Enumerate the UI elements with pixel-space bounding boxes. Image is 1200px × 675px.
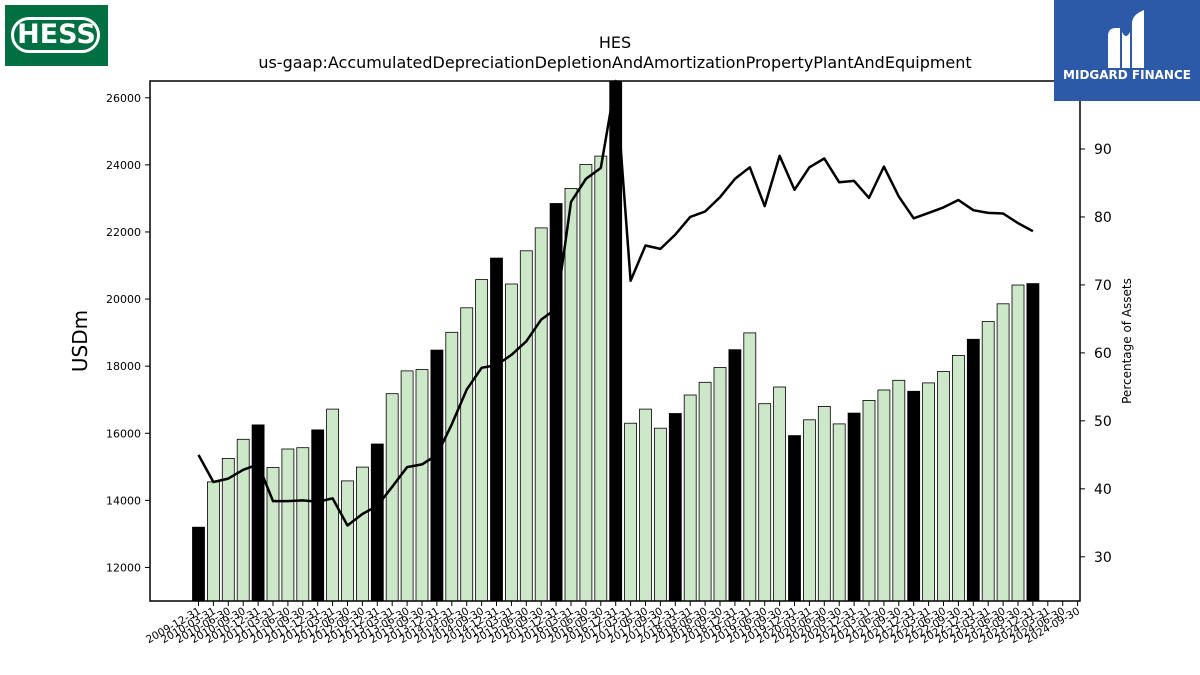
bar-2023-12-31 bbox=[1026, 283, 1040, 602]
bar-2022-12-31 bbox=[966, 338, 980, 602]
bar-2019-06-30 bbox=[758, 403, 772, 602]
bar-2022-06-30 bbox=[937, 371, 950, 602]
bar-2022-09-30 bbox=[952, 354, 965, 602]
bar-2012-12-31 bbox=[370, 443, 384, 602]
bar-2014-06-30 bbox=[460, 307, 474, 602]
bar-group bbox=[192, 80, 1040, 602]
y2-tick-label: 70 bbox=[1094, 278, 1112, 294]
bar-2014-12-31 bbox=[490, 257, 503, 602]
midgard-mark-icon bbox=[1108, 10, 1144, 68]
bar-2011-12-31 bbox=[311, 429, 325, 602]
bar-2011-09-30 bbox=[296, 447, 310, 602]
y2-axis-label: Percentage of Assets bbox=[1120, 278, 1134, 404]
bar-2014-03-31 bbox=[445, 331, 459, 602]
y-tick-label: 16000 bbox=[106, 427, 141, 440]
hess-logo: HESS bbox=[5, 5, 108, 66]
bar-2021-03-31 bbox=[862, 399, 876, 602]
y-axis-label: USDm bbox=[68, 310, 92, 372]
x-axis: 2009-12-312010-03-312010-06-302010-09-30… bbox=[144, 601, 1082, 646]
bar-2018-03-31 bbox=[683, 394, 697, 602]
bar-2020-12-31 bbox=[847, 412, 861, 602]
y-tick-label: 24000 bbox=[106, 159, 141, 172]
bar-2021-06-30 bbox=[877, 389, 891, 602]
bar-2012-09-30 bbox=[355, 466, 369, 602]
bar-2017-12-31 bbox=[668, 413, 682, 602]
bar-2017-06-30 bbox=[639, 408, 652, 602]
midgard-finance-logo: MIDGARD FINANCE bbox=[1054, 0, 1200, 101]
plot-frame bbox=[149, 80, 1081, 602]
bar-2015-12-31 bbox=[549, 203, 563, 602]
y-tick-label: 18000 bbox=[106, 360, 141, 373]
bar-2017-09-30 bbox=[654, 427, 667, 602]
y-tick-label: 20000 bbox=[106, 293, 141, 306]
bar-2013-03-31 bbox=[385, 393, 399, 602]
bar-2023-03-31 bbox=[981, 321, 995, 602]
bar-2009-12-31 bbox=[192, 526, 205, 602]
bar-2016-12-31 bbox=[609, 80, 623, 602]
bar-2013-06-30 bbox=[400, 370, 414, 602]
bar-2010-12-31 bbox=[251, 424, 265, 602]
bar-2016-03-31 bbox=[564, 187, 578, 602]
bar-2016-09-30 bbox=[594, 155, 608, 602]
bar-2019-03-31 bbox=[743, 332, 757, 602]
bar-2019-09-30 bbox=[773, 386, 786, 602]
bar-2016-06-30 bbox=[579, 164, 593, 602]
bar-2018-09-30 bbox=[713, 367, 727, 602]
bar-2013-09-30 bbox=[415, 369, 429, 602]
bar-2021-09-30 bbox=[892, 379, 906, 602]
bar-2015-03-31 bbox=[504, 283, 518, 602]
bar-2013-12-31 bbox=[430, 349, 444, 602]
midgard-logo-text: MIDGARD FINANCE bbox=[1063, 68, 1191, 82]
y-tick-label: 26000 bbox=[106, 92, 141, 105]
bar-2018-12-31 bbox=[728, 349, 742, 602]
bar-2022-03-31 bbox=[922, 382, 935, 602]
bar-2020-06-30 bbox=[817, 405, 831, 602]
y-tick-label: 22000 bbox=[106, 226, 141, 239]
bar-2023-09-30 bbox=[1011, 284, 1025, 602]
bar-2017-03-31 bbox=[624, 422, 637, 602]
y2-tick-label: 40 bbox=[1094, 482, 1112, 498]
bar-2020-03-31 bbox=[803, 419, 816, 602]
y2-tick-label: 30 bbox=[1094, 550, 1112, 566]
hess-logo-text: HESS bbox=[17, 19, 96, 50]
y2-tick-label: 50 bbox=[1094, 414, 1112, 430]
bar-2020-09-30 bbox=[832, 423, 846, 602]
chart-title: HES bbox=[599, 33, 631, 52]
y-tick-label: 12000 bbox=[106, 561, 141, 574]
y2-tick-label: 80 bbox=[1094, 210, 1112, 226]
bar-2015-09-30 bbox=[534, 227, 548, 602]
bar-2019-12-31 bbox=[788, 435, 801, 602]
y2-tick-label: 90 bbox=[1094, 142, 1112, 158]
bar-2011-06-30 bbox=[281, 448, 295, 602]
bar-2010-09-30 bbox=[236, 438, 250, 602]
bar-2012-06-30 bbox=[341, 480, 354, 602]
bar-2023-06-30 bbox=[996, 303, 1010, 602]
hess-logo-ring bbox=[11, 17, 100, 53]
y2-tick-label: 60 bbox=[1094, 346, 1112, 362]
y-tick-label: 14000 bbox=[106, 494, 141, 507]
bar-2018-06-30 bbox=[698, 381, 712, 602]
bar-2015-06-30 bbox=[519, 250, 533, 602]
bar-2021-12-31 bbox=[907, 390, 921, 602]
right-axis: 30 40 50 60 70 80 90 bbox=[1080, 142, 1112, 566]
bar-2014-09-30 bbox=[475, 279, 489, 602]
chart-subtitle: us-gaap:AccumulatedDepreciationDepletion… bbox=[258, 53, 971, 72]
left-axis: 12000 14000 16000 18000 20000 22000 24000 26000 bbox=[106, 92, 150, 574]
bar-2010-03-31 bbox=[206, 481, 220, 602]
